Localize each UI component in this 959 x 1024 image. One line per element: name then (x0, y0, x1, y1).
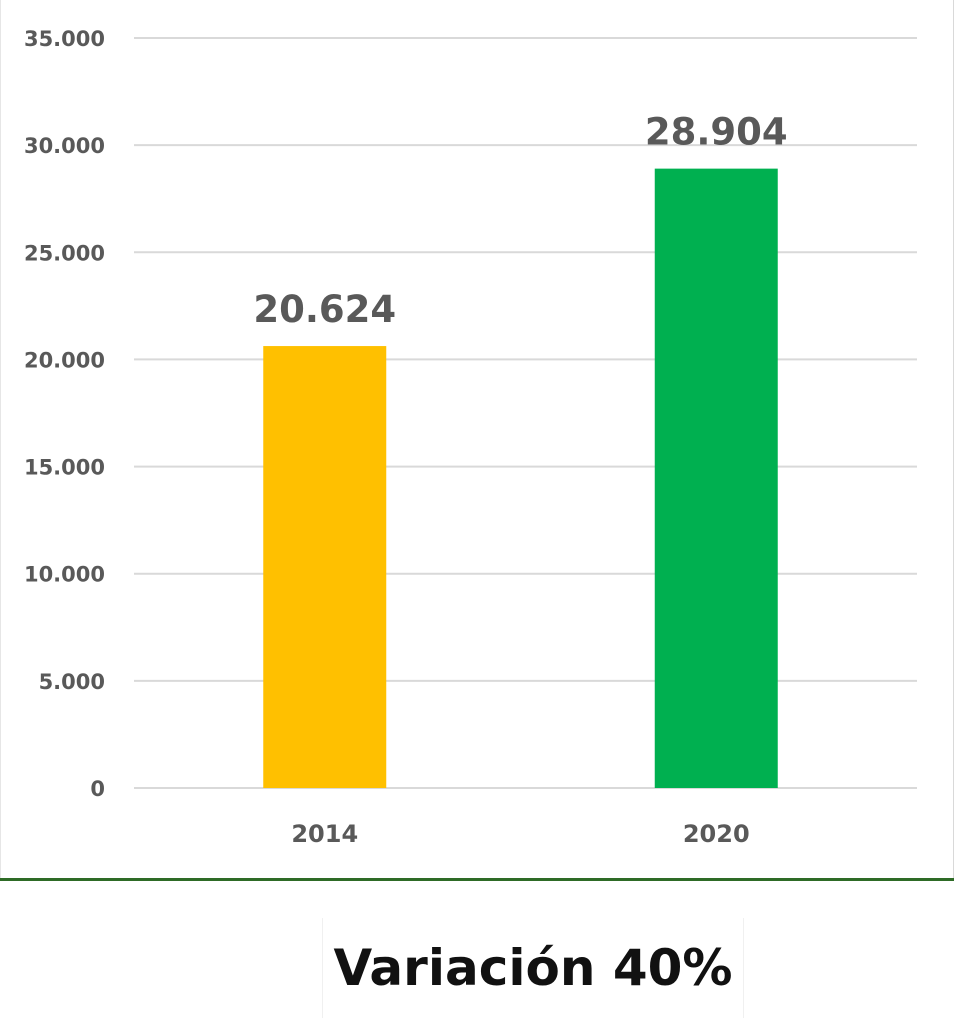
data-label: 20.624 (253, 288, 396, 331)
y-tick-label: 30.000 (24, 134, 105, 158)
y-tick-label: 25.000 (24, 241, 105, 265)
y-tick-label: 20.000 (24, 348, 105, 372)
gridlines (134, 37, 917, 789)
bar-2020 (654, 168, 778, 789)
variation-box: Variación 40% (322, 918, 744, 1018)
bar-chart: 0 5.000 10.000 15.000 20.000 25.000 30.000 35.0… (24, 27, 917, 848)
variation-label: Variación 40% (333, 939, 733, 997)
y-axis-ticks: 0 5.000 10.000 15.000 20.000 25.000 30.000 35.0… (24, 27, 105, 801)
y-tick-label: 0 (90, 777, 105, 801)
x-category-label: 2020 (683, 820, 750, 848)
x-axis-categories: 2014 2020 (291, 820, 749, 848)
chart-panel: 0 5.000 10.000 15.000 20.000 25.000 30.000 35.0… (0, 0, 954, 878)
bottom-divider (0, 878, 954, 881)
x-category-label: 2014 (291, 820, 358, 848)
data-labels: 20.624 28.904 (253, 111, 787, 331)
y-tick-label: 35.000 (24, 27, 105, 51)
data-label: 28.904 (645, 111, 788, 154)
y-tick-label: 15.000 (24, 456, 105, 480)
y-tick-label: 5.000 (39, 670, 105, 694)
y-tick-label: 10.000 (24, 563, 105, 587)
bars (263, 168, 778, 789)
bar-2014 (263, 346, 387, 788)
